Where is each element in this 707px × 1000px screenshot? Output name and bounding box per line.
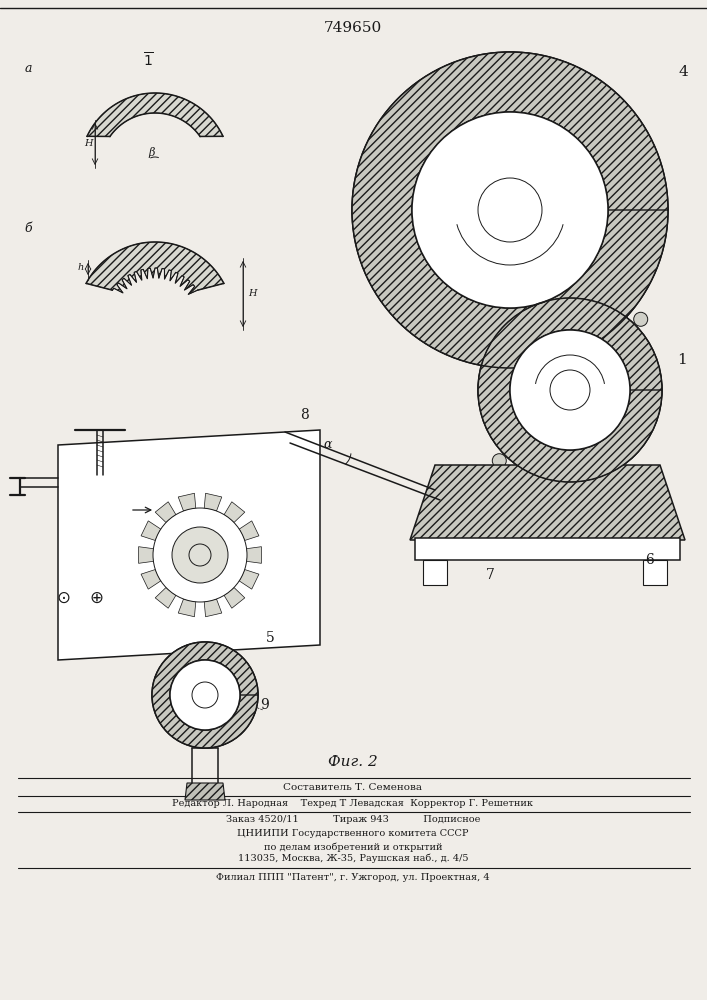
Polygon shape [156,587,176,608]
Polygon shape [139,547,153,563]
Circle shape [170,660,240,730]
Polygon shape [58,430,320,660]
Text: Редактор Л. Народная    Техред Т Левадская  Корректор Г. Решетник: Редактор Л. Народная Техред Т Левадская … [173,800,534,808]
Polygon shape [87,93,223,136]
Circle shape [633,312,648,326]
Polygon shape [185,783,225,800]
Text: Фиг. 2: Фиг. 2 [328,755,378,769]
Text: H: H [247,290,256,298]
Circle shape [492,312,506,326]
Circle shape [152,642,258,748]
Text: $\overline{1}$: $\overline{1}$ [143,51,153,69]
Text: ⊙: ⊙ [56,589,70,607]
Circle shape [172,527,228,583]
Text: 9: 9 [261,698,269,712]
Text: б: б [24,222,32,234]
Text: по делам изобретений и открытий: по делам изобретений и открытий [264,842,443,852]
Text: ⊕: ⊕ [89,589,103,607]
Circle shape [352,52,668,368]
Polygon shape [410,465,685,540]
Text: 113035, Москва, Ж-35, Раушская наб., д. 4/5: 113035, Москва, Ж-35, Раушская наб., д. … [238,853,468,863]
Polygon shape [178,599,196,617]
Circle shape [492,454,506,468]
Text: 7: 7 [486,568,494,582]
Circle shape [412,112,608,308]
Polygon shape [86,242,224,294]
Polygon shape [141,570,160,589]
Text: a: a [24,62,32,75]
Circle shape [478,298,662,482]
Polygon shape [247,547,262,563]
Polygon shape [204,493,222,511]
Text: 4: 4 [678,65,688,79]
Polygon shape [156,502,176,523]
Text: 6: 6 [645,553,655,567]
Text: 1: 1 [677,353,687,367]
Text: Филиал ППП "Патент", г. Ужгород, ул. Проектная, 4: Филиал ППП "Патент", г. Ужгород, ул. Про… [216,874,490,882]
Text: 5: 5 [266,631,274,645]
Polygon shape [478,298,662,482]
Polygon shape [178,493,196,511]
Polygon shape [352,52,668,368]
Polygon shape [204,599,222,617]
Text: H: H [83,138,92,147]
Text: Составитель Т. Семенова: Составитель Т. Семенова [284,782,423,792]
Text: Заказ 4520/11           Тираж 943           Подписное: Заказ 4520/11 Тираж 943 Подписное [226,816,480,824]
Polygon shape [239,521,259,540]
Text: ЦНИИПИ Государственного комитета СССР: ЦНИИПИ Государственного комитета СССР [238,830,469,838]
Circle shape [153,508,247,602]
Polygon shape [152,642,258,748]
Text: h: h [78,263,84,272]
Text: 8: 8 [300,408,310,422]
Polygon shape [224,587,245,608]
Polygon shape [224,502,245,523]
Text: 749650: 749650 [324,21,382,35]
Text: α: α [324,438,332,450]
Bar [415,538,680,560]
Bar [643,560,667,585]
Text: β: β [148,146,156,157]
Bar [423,560,447,585]
Circle shape [510,330,630,450]
Polygon shape [239,570,259,589]
Polygon shape [141,521,160,540]
